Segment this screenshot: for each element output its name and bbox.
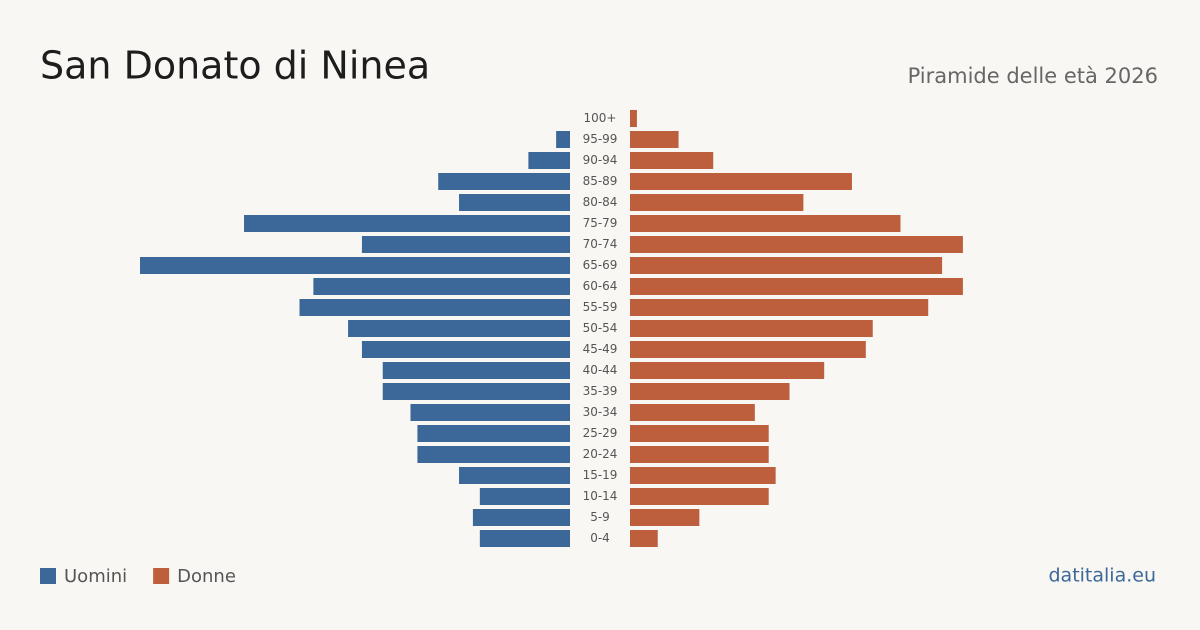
- age-label: 65-69: [583, 258, 618, 272]
- bar: [244, 215, 570, 232]
- bar: [361, 341, 570, 358]
- age-label: 0-4: [590, 531, 610, 545]
- bar: [438, 173, 570, 190]
- age-label: 25-29: [583, 426, 618, 440]
- age-label: 5-9: [590, 510, 610, 524]
- age-label: 35-39: [583, 384, 618, 398]
- bar: [472, 509, 570, 526]
- age-label: 80-84: [583, 195, 618, 209]
- age-label: 75-79: [583, 216, 618, 230]
- bar: [630, 425, 769, 442]
- bar: [479, 530, 570, 547]
- bar: [410, 404, 570, 421]
- age-label: 40-44: [583, 363, 618, 377]
- age-label: 100+: [584, 111, 617, 125]
- age-label: 95-99: [583, 132, 618, 146]
- bar: [630, 173, 852, 190]
- bar: [630, 131, 679, 148]
- bar: [630, 320, 873, 337]
- legend-swatch: [153, 568, 170, 584]
- age-label: 45-49: [583, 342, 618, 356]
- legend-swatch: [40, 568, 56, 584]
- bar: [630, 383, 790, 400]
- bar: [417, 446, 570, 463]
- bar: [630, 278, 963, 295]
- age-label: 70-74: [583, 237, 618, 251]
- bar: [630, 236, 963, 253]
- age-label: 55-59: [583, 300, 618, 314]
- chart-title: San Donato di Ninea: [40, 44, 430, 88]
- bar: [630, 194, 804, 211]
- legend-label: Uomini: [64, 566, 127, 587]
- age-label: 90-94: [583, 153, 618, 167]
- bar: [630, 362, 825, 379]
- bar: [630, 152, 714, 169]
- bar: [630, 467, 776, 484]
- bar: [140, 257, 570, 274]
- bar: [417, 425, 570, 442]
- bar: [630, 509, 700, 526]
- bar: [556, 131, 570, 148]
- bar: [382, 383, 570, 400]
- bar: [630, 110, 637, 127]
- bar: [630, 215, 901, 232]
- bar: [630, 257, 943, 274]
- age-label: 15-19: [583, 468, 618, 482]
- age-label: 20-24: [583, 447, 618, 461]
- age-label: 50-54: [583, 321, 618, 335]
- bar: [630, 299, 929, 316]
- bar: [348, 320, 570, 337]
- bar: [630, 446, 769, 463]
- bar: [459, 194, 570, 211]
- age-label: 60-64: [583, 279, 618, 293]
- age-label: 10-14: [583, 489, 618, 503]
- age-label: 30-34: [583, 405, 618, 419]
- bar: [313, 278, 570, 295]
- chart-subtitle: Piramide delle età 2026: [908, 64, 1158, 88]
- bar: [528, 152, 570, 169]
- bar: [630, 488, 769, 505]
- age-label: 85-89: [583, 174, 618, 188]
- bar: [382, 362, 570, 379]
- bar: [459, 467, 570, 484]
- bar: [361, 236, 570, 253]
- source: datitalia.eu: [1049, 565, 1157, 587]
- bar: [630, 341, 866, 358]
- bar: [299, 299, 570, 316]
- legend-label: Donne: [177, 566, 236, 587]
- bar: [630, 530, 658, 547]
- bar: [630, 404, 755, 421]
- bar: [479, 488, 570, 505]
